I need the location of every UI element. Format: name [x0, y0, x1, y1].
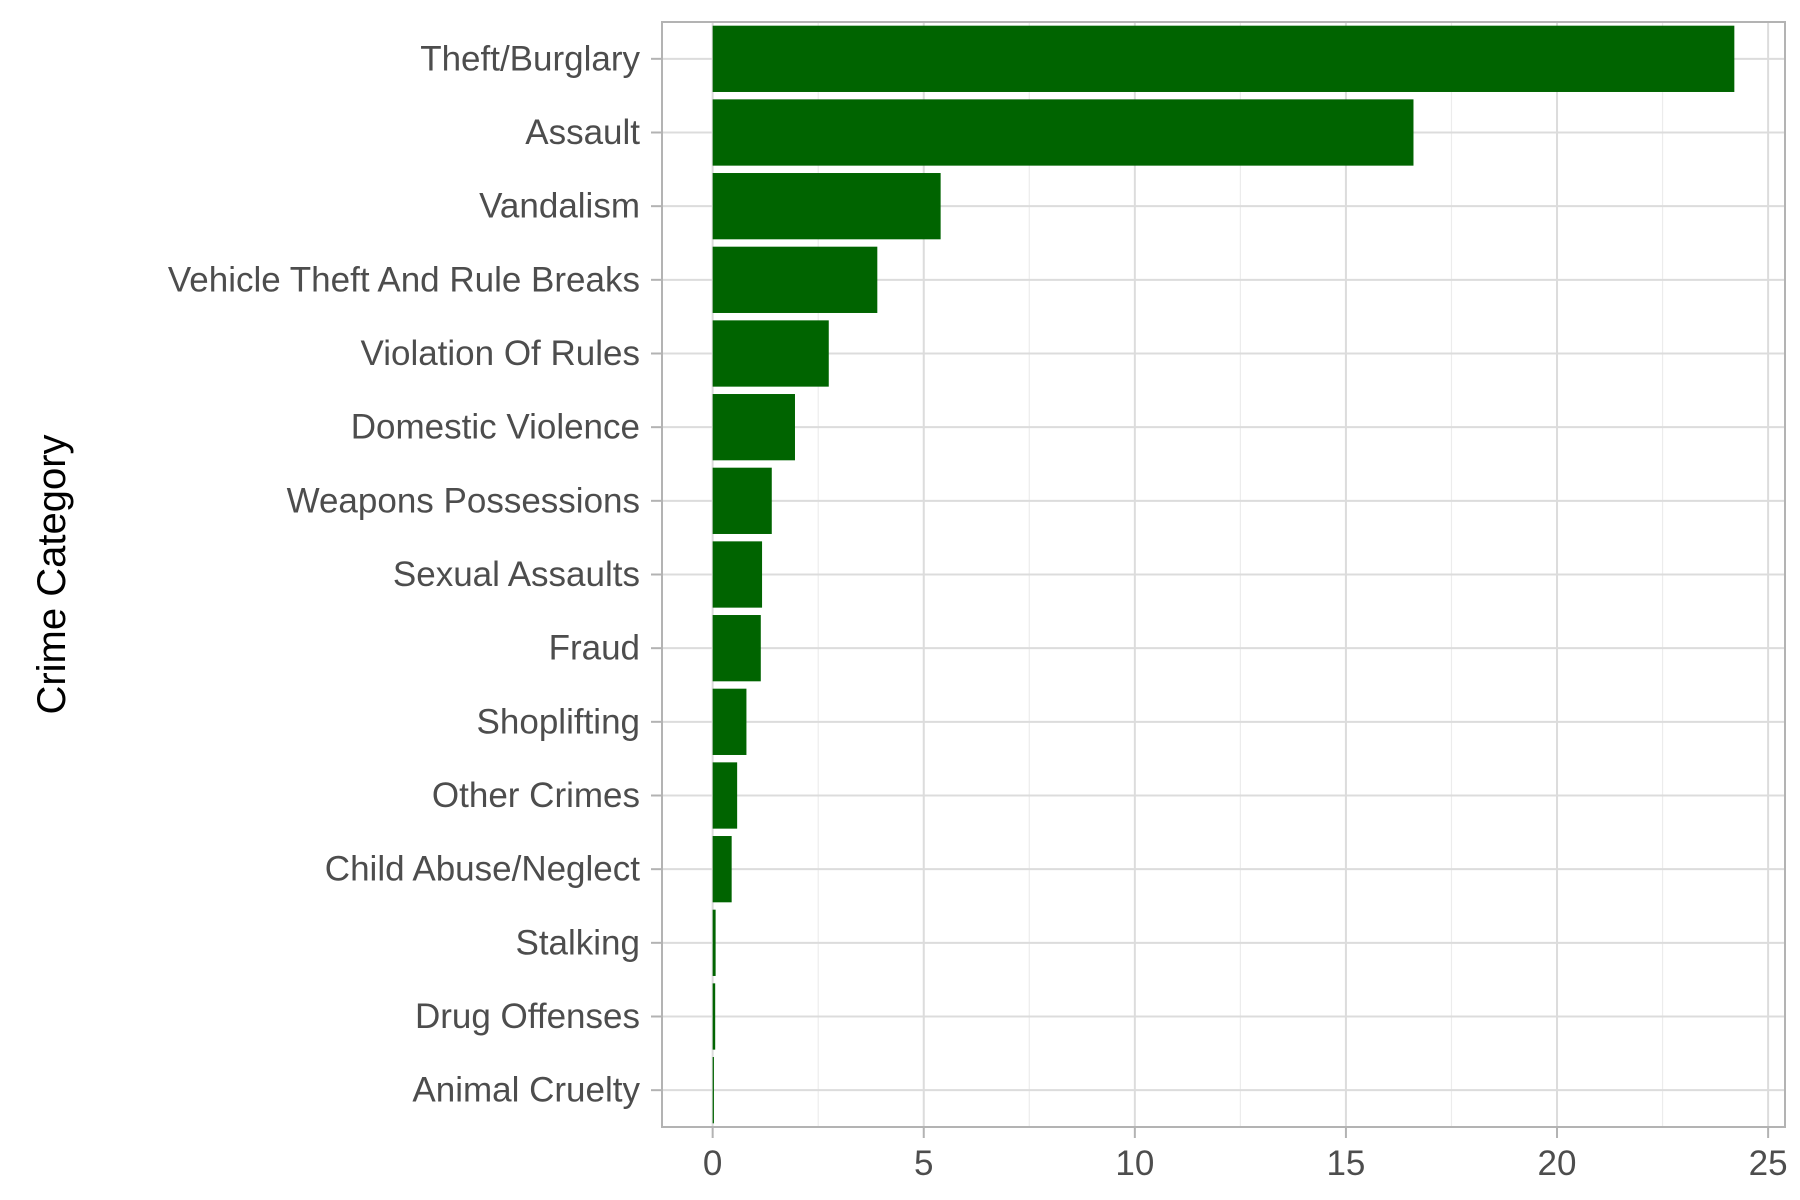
y-tick-label: Fraud [549, 629, 640, 668]
bar [712, 173, 941, 240]
y-tick-label: Shoplifting [477, 702, 640, 741]
y-tick-label: Assault [525, 113, 640, 152]
bar [712, 320, 829, 387]
y-tick-label: Vandalism [479, 187, 640, 226]
bar [712, 983, 716, 1050]
y-tick-label: Other Crimes [432, 776, 640, 815]
bar [712, 467, 772, 534]
y-tick-label: Sexual Assaults [393, 555, 640, 594]
y-tick-label: Domestic Violence [351, 408, 640, 447]
bar [712, 1057, 714, 1124]
bar [712, 836, 732, 903]
x-axis-tick-labels: 0 5 10 15 20 25 [703, 1144, 1788, 1183]
y-tick-label: Theft/Burglary [420, 39, 640, 78]
bar [712, 762, 738, 829]
y-tick-label: Vehicle Theft And Rule Breaks [168, 260, 640, 299]
x-tick-label: 25 [1749, 1144, 1788, 1183]
bar [712, 688, 747, 755]
y-tick-label: Weapons Possessions [287, 481, 640, 520]
x-tick-label: 5 [914, 1144, 933, 1183]
x-tick-label: 15 [1326, 1144, 1365, 1183]
bars [712, 25, 1735, 1124]
axis-ticks [651, 57, 1770, 1138]
y-axis-tick-labels: Theft/Burglary Assault Vandalism Vehicle Th… [168, 39, 641, 1109]
y-tick-label: Stalking [515, 923, 640, 962]
x-tick-label: 20 [1538, 1144, 1577, 1183]
x-tick-label: 0 [703, 1144, 722, 1183]
bar [712, 615, 761, 682]
y-tick-label: Drug Offenses [415, 997, 640, 1036]
bar [712, 246, 878, 313]
bar [712, 25, 1735, 92]
y-tick-label: Animal Cruelty [412, 1071, 640, 1110]
bar [712, 541, 763, 608]
y-axis-title: Crime Category [30, 434, 74, 714]
bar [712, 909, 716, 976]
x-tick-label: 10 [1115, 1144, 1154, 1183]
y-tick-label: Violation Of Rules [360, 334, 640, 373]
bar [712, 99, 1414, 166]
y-tick-label: Child Abuse/Neglect [325, 850, 640, 889]
bar [712, 394, 795, 461]
